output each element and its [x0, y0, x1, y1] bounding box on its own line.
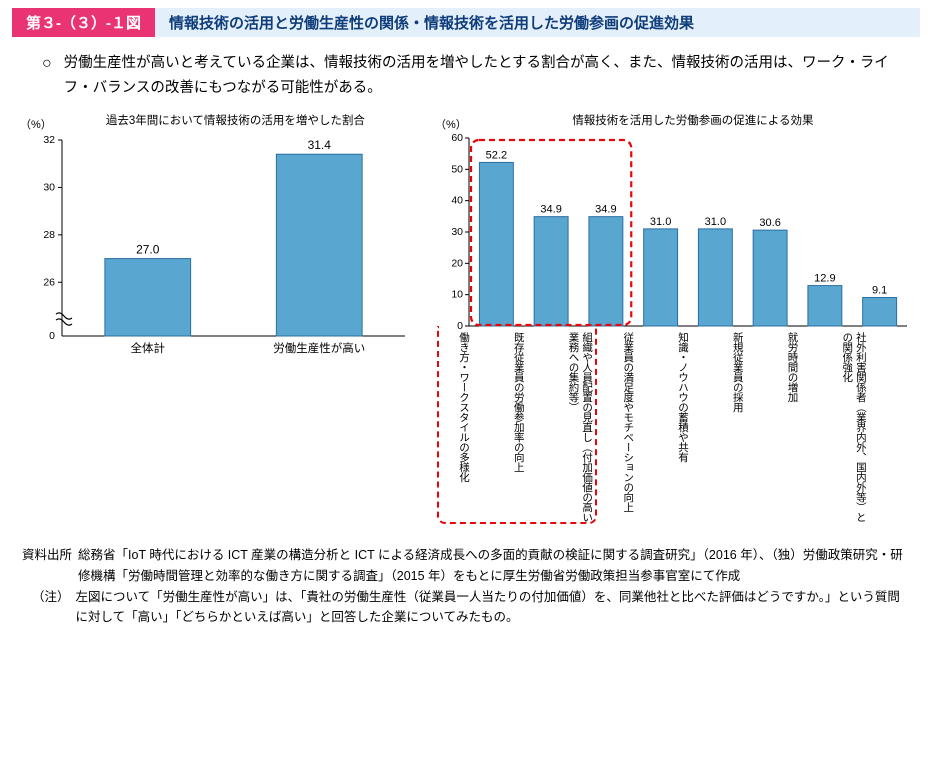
svg-text:28: 28 [43, 229, 55, 241]
svg-text:労働生産性が高い: 労働生産性が高い [273, 341, 365, 355]
svg-text:30.6: 30.6 [759, 217, 780, 229]
source-line: 資料出所 総務省「IoT 時代における ICT 産業の構造分析と ICT による… [22, 545, 910, 586]
svg-text:9.1: 9.1 [872, 285, 887, 297]
chart-right-unit: （%） [435, 116, 467, 132]
svg-text:30: 30 [43, 182, 55, 194]
svg-text:50: 50 [451, 164, 463, 176]
chart-right-category-label: 就労時間の増加 [785, 332, 799, 402]
chart-right-category-label: 組織や人員配置の見直し（付加価値の高い業務への集約等） [566, 332, 593, 527]
svg-text:0: 0 [49, 330, 55, 342]
summary-text: 労働生産性が高いと考えている企業は、情報技術の活用を増やしたとする割合が高く、ま… [64, 51, 910, 100]
chart-right: 0 10 20 30 40 50 60 52.2 34.9 34.9 31.0 31.0 30.6 12.… [435, 132, 915, 332]
chart-right-category-label: 従業員の満足度やモチベーションの向上 [621, 332, 635, 512]
svg-text:27.0: 27.0 [136, 243, 160, 257]
chart-right-category-label: 知識・ノウハウの蓄積や共有 [675, 332, 689, 462]
chart-right-labels: 働き方・ワークスタイルの多様化 既存従業員の労働参加率の向上 組織や人員配置の見直し… [435, 332, 915, 527]
svg-text:30: 30 [451, 226, 463, 238]
chart-right-title: 情報技術を活用した労働参画の促進による効果 [471, 112, 915, 128]
svg-text:31.0: 31.0 [650, 216, 671, 228]
footer-notes: 資料出所 総務省「IoT 時代における ICT 産業の構造分析と ICT による… [12, 545, 920, 628]
figure-tag: 第３-（３）-１図 [12, 8, 155, 37]
summary: ○ 労働生産性が高いと考えている企業は、情報技術の活用を増やしたとする割合が高く… [42, 51, 910, 100]
svg-text:20: 20 [451, 258, 463, 270]
svg-text:32: 32 [43, 134, 55, 146]
note-head: （注） [22, 587, 76, 628]
note-line: （注） 左図について「労働生産性が高い」は、「貴社の労働生産性（従業員一人当たり… [22, 587, 910, 628]
note-body: 左図について「労働生産性が高い」は、「貴社の労働生産性（従業員一人当たりの付加価… [76, 587, 910, 628]
chart-right-category-label: 新規従業員の採用 [730, 332, 744, 412]
svg-text:0: 0 [457, 320, 463, 332]
chart-right-container: （%） 情報技術を活用した労働参画の促進による効果 0 10 20 30 40 50 60 5… [435, 112, 915, 527]
charts-row: （%） 過去3年間において情報技術の活用を増やした割合 26 28 30 32 0 27.… [12, 112, 920, 527]
source-head: 資料出所 [22, 545, 78, 586]
figure-title: 情報技術の活用と労働生産性の関係・情報技術を活用した労働参画の促進効果 [155, 8, 920, 37]
chart-right-category-label: 社外利害関係者（業界内外、国内外等）との関係強化 [840, 332, 867, 527]
svg-text:31.4: 31.4 [308, 139, 332, 153]
figure-header: 第３-（３）-１図 情報技術の活用と労働生産性の関係・情報技術を活用した労働参画… [12, 8, 920, 37]
svg-text:31.0: 31.0 [705, 216, 726, 228]
svg-text:34.9: 34.9 [595, 204, 616, 216]
chart-right-category-label: 働き方・ワークスタイルの多様化 [456, 332, 470, 482]
chart-left-title: 過去3年間において情報技術の活用を増やした割合 [56, 112, 415, 128]
summary-bullet: ○ [42, 51, 52, 77]
svg-text:40: 40 [451, 195, 463, 207]
source-body: 総務省「IoT 時代における ICT 産業の構造分析と ICT による経済成長へ… [78, 545, 910, 586]
svg-text:60: 60 [451, 132, 463, 144]
svg-text:12.9: 12.9 [814, 273, 835, 285]
chart-right-category-label: 既存従業員の労働参加率の向上 [511, 332, 525, 472]
svg-text:全体計: 全体計 [131, 341, 166, 355]
svg-text:26: 26 [43, 277, 55, 289]
svg-text:10: 10 [451, 289, 463, 301]
chart-left-container: （%） 過去3年間において情報技術の活用を増やした割合 26 28 30 32 0 27.… [20, 112, 415, 527]
svg-text:52.2: 52.2 [486, 150, 507, 162]
chart-left-unit: （%） [20, 116, 52, 132]
chart-left: 26 28 30 32 0 27.0 全体計 31.4 労働生産性が高い [20, 132, 415, 362]
svg-text:34.9: 34.9 [540, 204, 561, 216]
